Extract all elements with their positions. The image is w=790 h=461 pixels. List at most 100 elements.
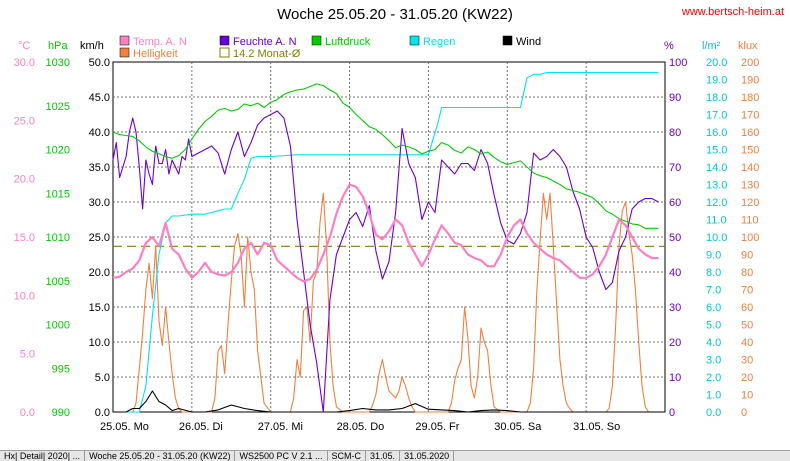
day-label: 30.05. Sa [494,421,542,433]
temp-tick-label: 20.0 [14,174,35,186]
wind-tick-label: 0.0 [95,407,110,419]
chart-title: Woche 25.05.20 - 31.05.20 (KW22) [277,6,513,23]
status-field: SCM-C [328,451,367,461]
light-tick-label: 60 [741,302,753,314]
light-tick-label: 50 [741,320,753,332]
light-tick-label: 140 [741,162,759,174]
rain-tick-label: 6.0 [706,302,721,314]
rain-tick-label: 13.0 [706,180,727,192]
wind-tick-label: 30.0 [89,197,110,209]
day-label: 26.05. Di [179,421,223,433]
temp-unit-label: °C [18,40,30,52]
wind-tick-label: 25.0 [89,232,110,244]
status-field: WS2500 PC V 2.1 ... [235,451,328,461]
temp-tick-label: 30.0 [14,57,35,69]
legend-label: Luftdruck [325,36,371,48]
humidity-tick-label: 20 [669,337,681,349]
pressure-tick-label: 1025 [46,101,70,113]
axes: 0.05.010.015.020.025.030.099099510001005… [14,40,760,433]
humidity-tick-label: 50 [669,232,681,244]
series-layer [112,71,665,413]
pressure-tick-label: 1030 [46,57,70,69]
pressure-tick-label: 1020 [46,145,70,157]
light-tick-label: 40 [741,337,753,349]
humidity-tick-label: 70 [669,162,681,174]
status-field: Woche 25.05.20 - 31.05.20 (KW22) [85,451,236,461]
legend-swatch [219,47,230,58]
legend: Temp. A. N Feuchte A. N Luftdruck Regen Wind… [119,35,541,60]
rain-tick-label: 8.0 [706,267,721,279]
rain-tick-label: 10.0 [706,232,727,244]
wind-tick-label: 35.0 [89,162,110,174]
series-line-helligkeit [113,192,659,413]
wind-tick-label: 50.0 [89,57,110,69]
status-field: Hx| Detail| 2020| ... [0,451,86,461]
humidity-tick-label: 10 [669,372,681,384]
light-tick-label: 170 [741,110,759,122]
light-tick-label: 80 [741,267,753,279]
temp-tick-label: 10.0 [14,290,35,302]
humidity-tick-label: 40 [669,267,681,279]
wind-tick-label: 5.0 [95,372,110,384]
light-tick-label: 0 [741,407,747,419]
legend-label: 14.2 Monat-Ø [233,48,301,60]
pressure-tick-label: 1010 [46,232,70,244]
pressure-tick-label: 995 [52,363,70,375]
rain-tick-label: 19.0 [706,75,727,87]
rain-tick-label: 7.0 [706,285,721,297]
legend-swatch [502,35,513,46]
wind-tick-label: 45.0 [89,92,110,104]
status-bar: Hx| Detail| 2020| ... Woche 25.05.20 - 31… [0,450,790,461]
status-field: 31.05.2020 [400,451,455,461]
wind-tick-label: 10.0 [89,337,110,349]
legend-label: Temp. A. N [133,36,187,48]
rain-tick-label: 12.0 [706,197,727,209]
pressure-tick-label: 990 [52,407,70,419]
humidity-tick-label: 30 [669,302,681,314]
light-tick-label: 200 [741,57,759,69]
day-label: 28.05. Do [337,421,385,433]
legend-label: Wind [516,36,541,48]
light-tick-label: 150 [741,145,759,157]
day-label: 31.05. So [573,421,620,433]
temp-tick-label: 25.0 [14,115,35,127]
light-unit-label: klux [738,40,758,52]
humidity-tick-label: 100 [669,57,687,69]
rain-tick-label: 9.0 [706,250,721,262]
light-tick-label: 160 [741,127,759,139]
rain-tick-label: 5.0 [706,320,721,332]
humidity-tick-label: 0 [669,407,675,419]
rain-tick-label: 18.0 [706,92,727,104]
light-tick-label: 90 [741,250,753,262]
day-label: 25.05. Mo [100,421,149,433]
wind-tick-label: 40.0 [89,127,110,139]
light-tick-label: 110 [741,215,759,227]
temp-tick-label: 0.0 [20,407,35,419]
humidity-tick-label: 80 [669,127,681,139]
light-tick-label: 130 [741,180,759,192]
rain-tick-label: 4.0 [706,337,721,349]
light-tick-label: 180 [741,92,759,104]
legend-swatch [311,35,322,46]
light-tick-label: 20 [741,372,753,384]
humidity-tick-label: 60 [669,197,681,209]
light-tick-label: 70 [741,285,753,297]
legend-label: Feuchte A. N [233,36,297,48]
series-line-feuchte-a-n [112,110,659,413]
rain-tick-label: 20.0 [706,57,727,69]
rain-tick-label: 16.0 [706,127,727,139]
legend-swatch [119,35,130,46]
legend-label: Regen [423,36,455,48]
legend-swatch [119,47,130,58]
series-line-luftdruck [112,83,659,229]
series-line-regen [113,71,659,413]
series-line-temp-a-n [112,183,659,283]
rain-tick-label: 17.0 [706,110,727,122]
rain-tick-label: 15.0 [706,145,727,157]
rain-tick-label: 1.0 [706,390,721,402]
day-label: 29.05. Fr [415,421,459,433]
pressure-tick-label: 1015 [46,188,70,200]
weather-chart: 0.05.010.015.020.025.030.099099510001005… [14,35,760,433]
site-link[interactable]: www.bertsch-heim.at [681,6,784,18]
pressure-unit-label: hPa [48,40,68,52]
